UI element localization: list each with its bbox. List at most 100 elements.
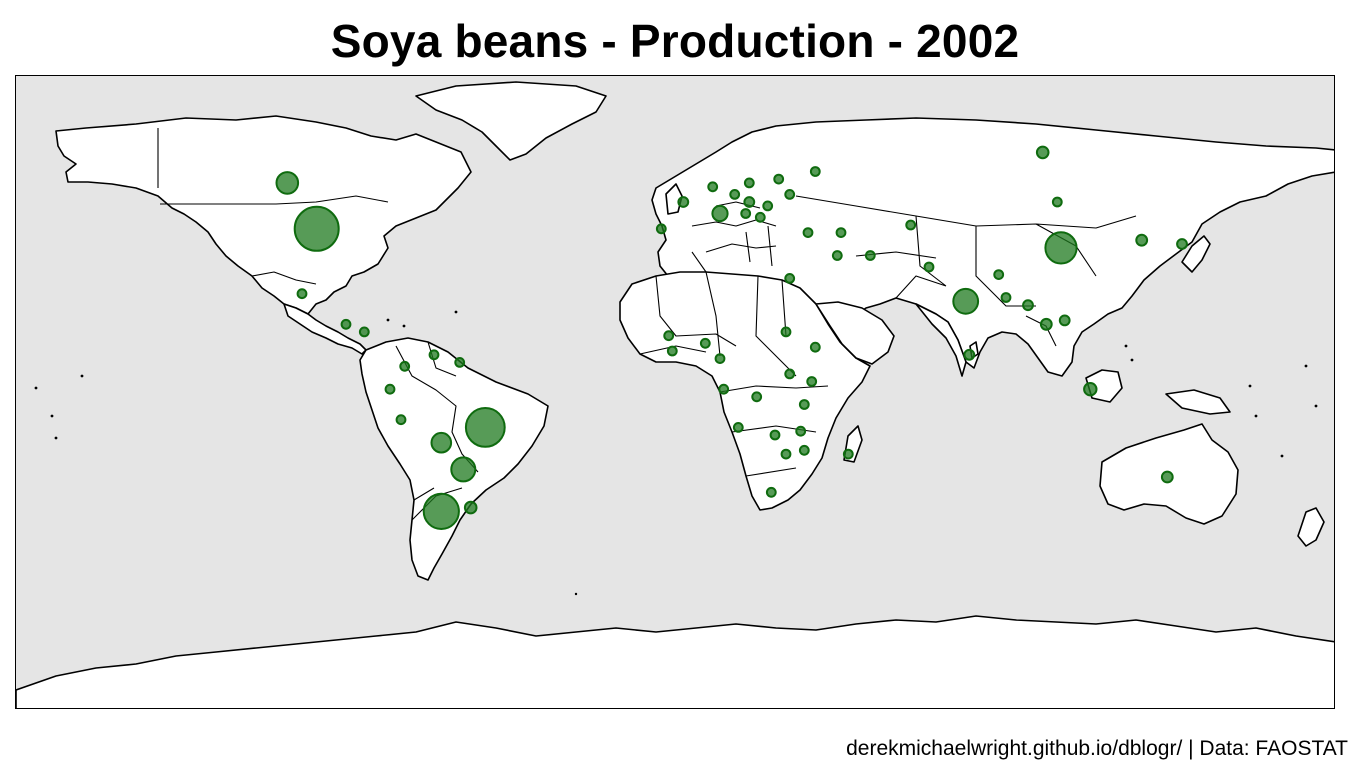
production-bubble: [1160, 470, 1174, 484]
production-bubble: [399, 360, 411, 372]
production-bubble: [699, 337, 711, 349]
production-bubble: [864, 250, 876, 261]
island-dot: [1130, 358, 1134, 362]
production-bubble: [666, 345, 678, 357]
landmass-arabia: [815, 301, 895, 365]
production-bubble: [798, 444, 810, 456]
production-bubble: [293, 205, 340, 252]
production-bubble: [905, 219, 917, 231]
production-bubble: [729, 189, 741, 200]
production-bubble: [1039, 317, 1053, 331]
island-dot: [1304, 364, 1308, 368]
island-dot: [50, 414, 54, 418]
production-bubble: [743, 196, 756, 208]
production-bubble: [952, 287, 980, 315]
production-bubble: [711, 204, 729, 223]
production-bubble: [1022, 299, 1034, 312]
production-bubble: [842, 448, 854, 460]
production-bubbles: [275, 145, 1188, 530]
production-bubble: [296, 288, 308, 300]
production-bubble: [780, 448, 792, 460]
production-bubble: [714, 353, 726, 365]
production-bubble: [780, 326, 792, 338]
production-bubble: [809, 341, 821, 353]
production-bubble: [428, 349, 440, 361]
production-bubble: [806, 376, 818, 387]
production-bubble: [718, 383, 730, 395]
production-bubble: [963, 348, 976, 361]
landmass-new-zealand: [1297, 507, 1325, 547]
production-bubble: [784, 273, 796, 284]
production-bubble: [784, 189, 796, 200]
island-dot: [80, 374, 84, 378]
small-islands: [34, 310, 1318, 596]
island-dot: [454, 310, 458, 314]
island-dot: [1254, 414, 1258, 418]
production-bubble: [422, 492, 460, 530]
production-bubble: [395, 414, 407, 426]
border-africa: [639, 271, 829, 477]
production-bubble: [993, 269, 1005, 281]
production-bubble: [1083, 382, 1098, 397]
production-bubble: [358, 326, 370, 338]
island-dot: [1280, 454, 1284, 458]
production-bubble: [754, 211, 766, 223]
map-title: Soya beans - Production - 2002: [330, 15, 1020, 67]
island-dot: [1248, 384, 1252, 388]
production-bubble: [835, 227, 847, 239]
world-map: [16, 81, 1334, 708]
caption-source: derekmichaelwright.github.io/dblogr/ | D…: [846, 737, 1348, 760]
island-dot: [402, 324, 406, 328]
map-panel: [15, 75, 1335, 709]
landmass-japan: [1181, 235, 1211, 273]
land-layer: [16, 81, 1334, 708]
production-bubble: [784, 368, 796, 380]
island-dot: [1314, 404, 1318, 408]
landmass-new-guinea: [1165, 389, 1231, 415]
production-bubble: [340, 318, 352, 330]
production-bubble: [765, 486, 777, 498]
production-bubble: [1135, 233, 1149, 247]
production-bubble: [831, 250, 843, 261]
border-usa-canada: [160, 195, 389, 205]
production-bubble: [762, 200, 774, 212]
production-bubble: [384, 383, 396, 395]
production-bubble: [1000, 292, 1012, 303]
production-bubble: [275, 171, 300, 195]
production-bubble: [1058, 314, 1071, 327]
island-dot: [54, 436, 58, 440]
production-bubble: [430, 431, 453, 454]
border-south-america: [395, 341, 479, 521]
production-bubble: [463, 500, 478, 515]
production-bubble: [707, 181, 719, 193]
production-bubble: [809, 166, 821, 177]
production-bubble: [798, 399, 810, 410]
country-borders: [157, 128, 1137, 521]
border-usa-mexico: [251, 271, 317, 285]
landmass-antarctica: [16, 615, 1334, 708]
border-europe: [691, 201, 777, 273]
production-bubble: [450, 456, 477, 483]
island-dot: [34, 386, 38, 390]
landmass-south-america: [359, 337, 549, 581]
production-bubble: [743, 177, 755, 189]
production-bubble: [751, 391, 763, 403]
production-bubble: [923, 261, 935, 273]
production-bubble: [655, 223, 667, 235]
production-bubble: [677, 196, 690, 208]
island-dot: [1124, 344, 1128, 348]
island-dot: [574, 592, 578, 596]
landmass-india: [915, 303, 967, 377]
landmass-north-america: [55, 115, 472, 315]
production-bubble: [740, 208, 752, 219]
production-bubble: [464, 407, 506, 448]
production-bubble: [802, 227, 814, 239]
production-bubble: [1176, 238, 1188, 250]
production-bubble: [1044, 231, 1078, 265]
landmass-central-america: [283, 303, 367, 355]
production-bubble: [773, 173, 785, 185]
production-bubble: [795, 425, 807, 437]
production-bubble: [454, 357, 466, 368]
landmass-greenland: [415, 81, 607, 161]
production-bubble: [769, 429, 781, 441]
